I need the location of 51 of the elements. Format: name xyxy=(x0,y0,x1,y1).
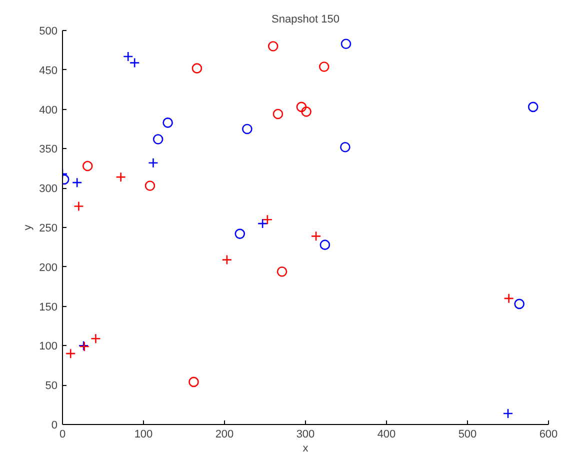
point xyxy=(162,118,173,128)
y-tick-label: 450 xyxy=(39,64,58,77)
x-axis-title: x xyxy=(302,442,309,454)
point xyxy=(222,254,232,265)
x-tick-label: 100 xyxy=(134,428,153,440)
y-tick-label: 50 xyxy=(45,380,58,392)
point xyxy=(318,62,330,72)
point xyxy=(116,172,126,182)
y-tick-label: 100 xyxy=(39,340,58,353)
point xyxy=(276,266,288,277)
point xyxy=(301,106,312,117)
point xyxy=(340,142,350,152)
point xyxy=(268,41,278,52)
point xyxy=(242,124,252,134)
point xyxy=(320,240,330,250)
y-tick-label: 150 xyxy=(39,301,58,314)
point xyxy=(257,218,268,229)
y-tick-label: 300 xyxy=(39,183,58,196)
point xyxy=(234,228,246,239)
point xyxy=(152,134,164,144)
y-tick-label: 250 xyxy=(39,222,58,234)
point xyxy=(129,58,140,68)
point xyxy=(528,102,538,112)
point xyxy=(65,348,76,359)
point xyxy=(504,293,514,304)
x-tick-label: 200 xyxy=(215,428,234,440)
y-tick-label: 0 xyxy=(51,420,58,432)
point xyxy=(310,231,322,242)
point xyxy=(340,38,352,50)
point xyxy=(296,102,307,112)
y-tick-label: 500 xyxy=(39,26,58,38)
point xyxy=(188,376,199,388)
y-tick-label: 400 xyxy=(39,104,58,116)
y-tick-label: 200 xyxy=(39,262,58,274)
y-tick-label: 350 xyxy=(39,144,58,156)
chart-title: Snapshot 150 xyxy=(272,14,340,26)
point xyxy=(82,160,93,172)
point xyxy=(514,298,524,310)
point xyxy=(122,51,134,62)
point xyxy=(262,214,273,225)
point xyxy=(72,177,82,188)
x-tick-label: 0 xyxy=(59,428,66,440)
x-tick-label: 300 xyxy=(296,428,315,440)
point xyxy=(272,108,284,120)
x-tick-label: 400 xyxy=(377,428,396,440)
y-axis-title: y xyxy=(22,224,34,230)
point xyxy=(192,63,202,74)
point xyxy=(502,408,514,419)
point xyxy=(144,180,156,191)
x-tick-label: 600 xyxy=(539,428,558,440)
x-tick-label: 500 xyxy=(458,428,477,440)
